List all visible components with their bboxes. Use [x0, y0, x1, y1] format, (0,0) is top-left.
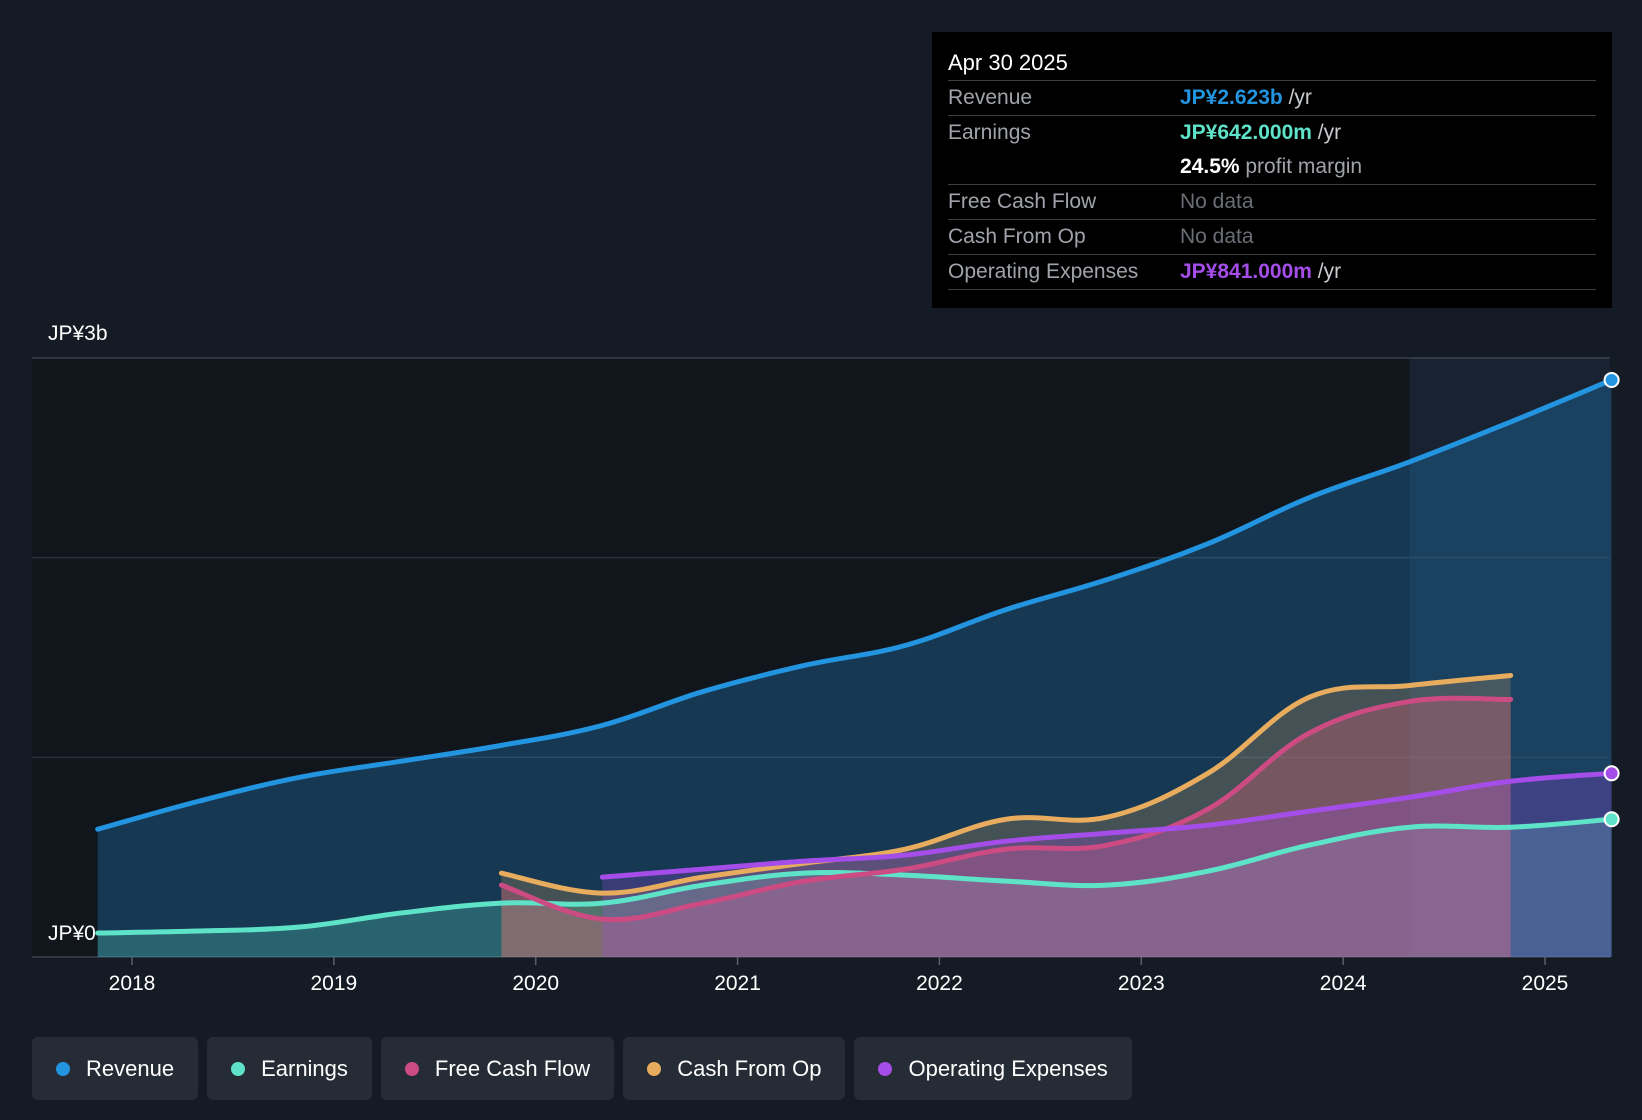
x-tick-label: 2025 [1522, 972, 1569, 995]
x-tick-label: 2020 [512, 972, 559, 995]
cash-from-op-area [501, 675, 1511, 957]
x-tick-label: 2022 [916, 972, 963, 995]
tooltip-row: Free Cash Flow No data [948, 185, 1596, 220]
tooltip-row: Earnings JP¥642.000m /yr [948, 116, 1596, 150]
operating-expenses-area [602, 773, 1612, 957]
tooltip-value-number: 24.5% [1180, 155, 1240, 178]
legend-label: Free Cash Flow [434, 1055, 591, 1081]
x-tick-label: 2021 [714, 972, 761, 995]
legend-label: Earnings [261, 1055, 348, 1081]
revenue-area [97, 379, 1612, 957]
revenue-end-marker [1603, 371, 1620, 388]
legend-label: Revenue [86, 1055, 175, 1081]
operating-expenses-line [599, 770, 1615, 880]
legend: Revenue Earnings Free Cash Flow Cash From O… [32, 1037, 1132, 1100]
past-region-shade [32, 358, 1410, 957]
tooltip-value-unit: /yr [1311, 260, 1342, 283]
x-axis: 2018 2019 2020 2021 2022 2023 2024 2025 [109, 957, 1569, 995]
series-end-markers [1603, 371, 1620, 828]
tooltip-value-number: JP¥2.623b [1180, 86, 1283, 109]
series-areas [97, 379, 1612, 957]
x-tick-label: 2019 [310, 972, 357, 995]
revenue-line [95, 377, 1615, 832]
legend-item-cash-from-op[interactable]: Cash From Op [623, 1037, 846, 1100]
tooltip-date: Apr 30 2025 [948, 46, 1596, 81]
tooltip-row-value: No data [1180, 185, 1254, 219]
tooltip-row-label: Revenue [948, 86, 1033, 109]
y-axis-bottom-label: JP¥0 [48, 922, 96, 945]
tooltip-value-unit: profit margin [1239, 155, 1363, 178]
tooltip-no-data: No data [1180, 225, 1254, 248]
tooltip-row-value: JP¥841.000m /yr [1180, 255, 1341, 289]
legend-item-earnings[interactable]: Earnings [207, 1037, 372, 1100]
x-tick-label: 2024 [1320, 972, 1367, 995]
tooltip-value-unit: /yr [1311, 121, 1342, 144]
legend-item-operating-expenses[interactable]: Operating Expenses [854, 1037, 1132, 1100]
operating-expenses-end-marker [1603, 765, 1620, 782]
tooltip-row: Cash From Op No data [948, 220, 1596, 255]
tooltip-row-value: 24.5% profit margin [1180, 150, 1362, 184]
tooltip-row-value: JP¥642.000m /yr [1180, 116, 1341, 150]
earnings-area [97, 819, 1612, 957]
legend-item-free-cash-flow[interactable]: Free Cash Flow [380, 1037, 615, 1100]
tooltip-row-label: Earnings [948, 121, 1031, 144]
series-lines [95, 377, 1615, 936]
free-cash-flow-line [498, 695, 1514, 923]
tooltip-value-unit: /yr [1282, 86, 1312, 109]
tooltip-row-label [948, 150, 1180, 184]
tooltip-panel: Apr 30 2025 Revenue JP¥2.623b /yr Earnings… [932, 32, 1612, 308]
legend-dot-icon [231, 1061, 246, 1076]
x-tick-label: 2018 [109, 972, 156, 995]
legend-label: Operating Expenses [908, 1055, 1108, 1081]
legend-dot-icon [878, 1061, 893, 1076]
tooltip-row-value: No data [1180, 220, 1254, 254]
gridlines [32, 357, 1610, 958]
tooltip-row: Operating Expenses JP¥841.000m /yr [948, 255, 1596, 290]
tooltip-row: 24.5% profit margin [948, 150, 1596, 185]
tooltip-value-number: JP¥841.000m [1180, 260, 1312, 283]
tooltip-row-value: JP¥2.623b /yr [1180, 81, 1312, 115]
earnings-end-marker [1603, 811, 1620, 828]
tooltip-row: Revenue JP¥2.623b /yr [948, 81, 1596, 116]
legend-label: Cash From Op [677, 1055, 822, 1081]
tooltip-row-label: Operating Expenses [948, 260, 1139, 283]
tooltip-row-label: Free Cash Flow [948, 190, 1097, 213]
tooltip-value-number: JP¥642.000m [1180, 121, 1312, 144]
legend-item-revenue[interactable]: Revenue [32, 1037, 199, 1100]
x-tick-label: 2023 [1118, 972, 1165, 995]
tooltip-row-label: Cash From Op [948, 225, 1086, 248]
legend-dot-icon [404, 1061, 419, 1076]
tooltip-no-data: No data [1180, 190, 1254, 213]
tooltip-rows: Revenue JP¥2.623b /yr Earnings JP¥642.000m … [948, 81, 1596, 290]
legend-dot-icon [647, 1061, 662, 1076]
cash-from-op-line [498, 672, 1514, 896]
forecast-region-shade [1409, 358, 1610, 957]
legend-dot-icon [56, 1061, 70, 1076]
y-axis-top-label: JP¥3b [48, 322, 108, 345]
